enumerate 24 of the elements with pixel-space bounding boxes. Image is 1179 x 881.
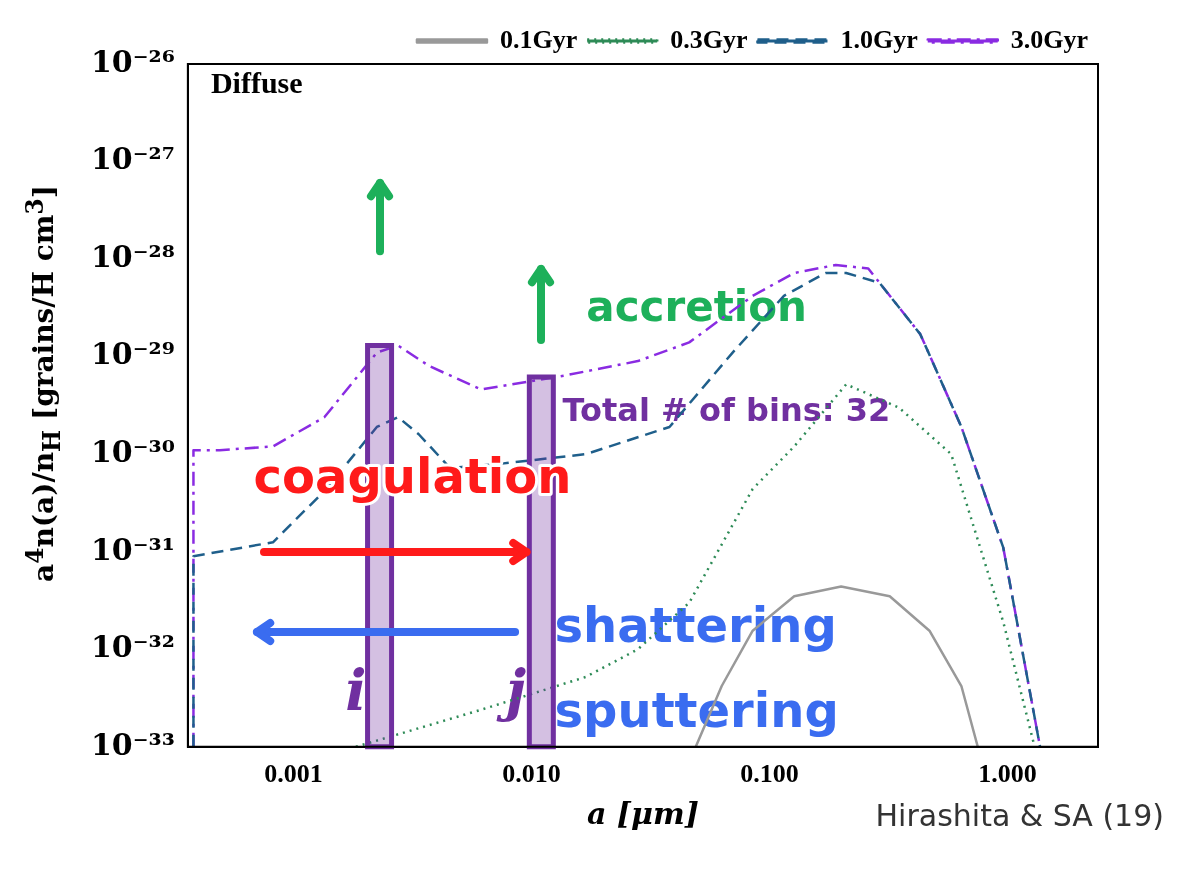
annotation: sputtering [554,681,839,738]
annotation: Diffuse [210,66,303,100]
x-axis-title: a [μm] [586,795,699,831]
annotation: j [495,656,527,723]
x-tick-label: 0.100 [740,759,799,789]
y-tick-label: 10⁻³⁰ [90,433,175,469]
legend-label: 3.0Gyr [1010,24,1088,54]
y-tick-label: 10⁻²⁷ [90,141,175,177]
annotation: shattering [554,596,837,653]
y-tick-label: 10⁻³¹ [90,531,175,567]
legend-label: 1.0Gyr [840,24,918,54]
y-tick-label: 10⁻²⁶ [90,43,175,79]
legend-label: 0.1Gyr [499,24,578,54]
y-tick-label: 10⁻²⁹ [90,336,175,372]
y-tick-label: 10⁻³² [90,629,175,665]
legend-label: 0.3Gyr [670,24,748,54]
text: Hirashita & SA (19) [875,798,1164,833]
y-tick-label: 10⁻²⁸ [90,238,175,274]
x-tick-label: 0.010 [502,759,561,789]
x-tick-label: 0.001 [264,759,323,789]
y-tick-label: 10⁻³³ [90,726,175,762]
annotation: Total # of bins: 32 [562,390,891,429]
annotation: i [345,656,367,723]
x-tick-label: 1.000 [978,759,1037,789]
